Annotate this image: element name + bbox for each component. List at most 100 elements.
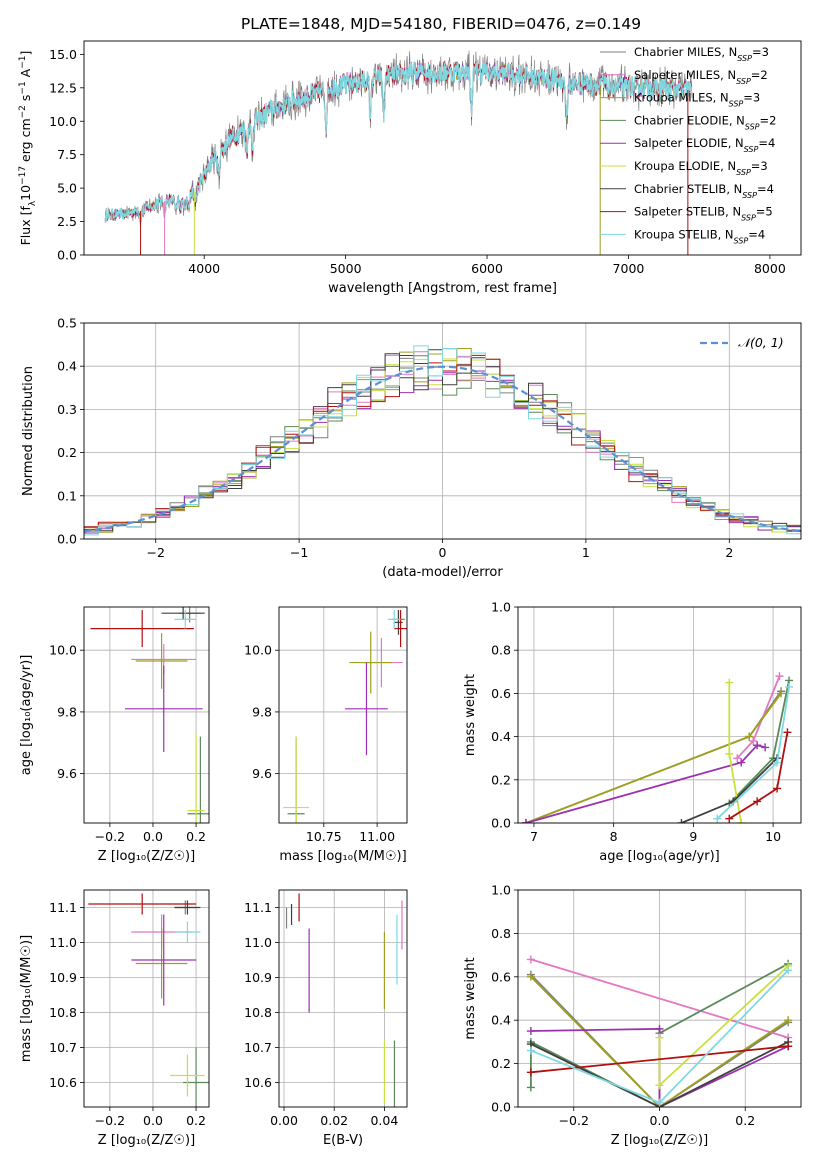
series-point: [526, 1027, 535, 1036]
series-line: [728, 732, 789, 820]
series-point: [725, 814, 734, 823]
grid-lines: [84, 890, 209, 1107]
y-tick-label: 5.0: [57, 181, 77, 196]
x-tick-label: 0.2: [735, 1113, 755, 1128]
x-tick-label: 0: [439, 545, 447, 560]
x-axis-label: age [log₁₀(age/yr)]: [599, 849, 720, 864]
grid-lines: [518, 606, 801, 824]
series-point: [677, 819, 686, 823]
y-tick-label: 9.8: [57, 704, 77, 719]
series-line: [716, 686, 790, 820]
series-point: [526, 972, 535, 981]
y-tick-label: 11.0: [244, 935, 272, 950]
x-tick-label: 8: [610, 829, 618, 844]
series-point: [713, 814, 722, 823]
series-line: [658, 965, 789, 1088]
series-point: [753, 741, 762, 750]
errorbars: [285, 893, 403, 1107]
y-tick-label: 0.5: [57, 316, 77, 331]
y-tick-label: 0.4: [491, 729, 511, 744]
series-point: [655, 1098, 664, 1107]
series-point: [777, 689, 786, 698]
y-tick-label: 12.5: [49, 80, 77, 95]
series-point: [784, 1016, 793, 1025]
series-line: [530, 1041, 789, 1107]
y-tick-label: 0.0: [57, 532, 77, 547]
y-tick-label: 0.1: [57, 488, 77, 503]
y-tick-label: 0.0: [491, 1100, 511, 1115]
series-line: [530, 976, 789, 1107]
series-point: [785, 682, 794, 691]
x-tick-label: 0.2: [186, 1113, 206, 1128]
y-axis-label: age [log₁₀(age/yr)]: [19, 655, 34, 776]
series-point: [753, 797, 762, 806]
x-tick-label: −1: [290, 545, 308, 560]
series-point: [521, 819, 530, 823]
y-tick-label: 0.8: [491, 643, 511, 658]
weight-vs-age-panel: 7 8 9 10 0.0 0.2 0.4 0.6 0.8 1.0 age [log₁₀(age/yr…: [463, 600, 802, 864]
x-tick-label: 0.00: [270, 1113, 298, 1128]
series-line: [530, 963, 789, 1107]
series-point: [526, 955, 535, 964]
age-vs-mass-panel: 10.75 11.00 9.6 9.8 10.0 mass [log₁₀(M/M☉)]: [244, 606, 408, 864]
y-tick-label: 9.6: [57, 766, 77, 781]
y-tick-label: 11.0: [49, 935, 77, 950]
x-tick-label: 10: [765, 829, 781, 844]
series-point: [783, 728, 792, 737]
x-tick-label: 0.0: [143, 829, 163, 844]
axes-frame: [278, 889, 408, 1108]
y-tick-label: 1.0: [491, 883, 511, 898]
y-tick-label: 0.3: [57, 402, 77, 417]
series-point: [749, 736, 758, 745]
x-tick-label: −0.2: [95, 1113, 125, 1128]
x-tick-label: 9: [689, 829, 697, 844]
errorbars: [90, 607, 209, 823]
errorbars: [88, 893, 209, 1107]
series-point: [761, 743, 770, 752]
series-point: [773, 784, 782, 793]
series-point: [784, 966, 793, 975]
y-tick-label: 9.6: [252, 766, 272, 781]
series-point: [526, 1046, 535, 1055]
series-point: [526, 1068, 535, 1077]
y-tick-label: 1.0: [491, 600, 511, 615]
spectrum-model-line: [104, 61, 693, 224]
series-point: [745, 732, 754, 741]
y-tick-label: 10.7: [244, 1040, 272, 1055]
y-tick-label: 0.6: [491, 686, 511, 701]
y-axis-label: Flux [fλ10−17 erg cm−2 s−1 A−1]: [18, 51, 38, 246]
x-tick-label: −0.2: [95, 829, 125, 844]
grid-lines: [279, 607, 407, 823]
legend: Chabrier MILES, NSSP=3 Salpeter MILES, NS…: [600, 45, 776, 245]
series-point: [773, 758, 782, 767]
grid-lines: [84, 607, 209, 823]
y-tick-label: 0.0: [57, 248, 77, 263]
x-tick-label: 11.00: [359, 829, 395, 844]
x-tick-label: 0.2: [186, 829, 206, 844]
x-tick-label: 7000: [613, 261, 645, 276]
age-vs-Z-panel: −0.2 0.0 0.2 9.6 9.8 10.0 Z [log₁₀(Z/Z☉)] age […: [19, 606, 210, 864]
axes-frame: [83, 322, 802, 540]
series-lines: [521, 672, 794, 823]
residuals-panel: −2 −1 0 1 2 0.0 0.1 0.2 0.3 0.4 0.5 (data-model)/er…: [21, 316, 802, 580]
y-tick-label: 0.6: [491, 969, 511, 984]
legend-entry: Chabrier MILES, NSSP=3: [634, 45, 769, 63]
series-lines: [526, 955, 793, 1107]
x-tick-label: 2: [725, 545, 733, 560]
y-tick-label: 11.1: [244, 900, 272, 915]
series-line: [530, 958, 789, 1039]
axes-frame: [83, 889, 210, 1108]
y-axis-label: mass weight: [463, 957, 478, 1039]
series-point: [784, 1042, 793, 1051]
errorbars: [283, 610, 407, 823]
x-tick-label: −0.2: [559, 1113, 589, 1128]
x-axis-label: Z [log₁₀(Z/Z☉)]: [98, 849, 195, 864]
y-tick-label: 9.8: [252, 704, 272, 719]
legend-entry: Kroupa STELIB, NSSP=4: [634, 227, 765, 245]
series-point: [733, 754, 742, 763]
legend-entry: Salpeter ELODIE, NSSP=4: [634, 136, 775, 154]
x-tick-label: 4000: [188, 261, 220, 276]
legend-entry: Kroupa ELODIE, NSSP=3: [634, 159, 768, 177]
y-tick-label: 10.0: [244, 643, 272, 658]
